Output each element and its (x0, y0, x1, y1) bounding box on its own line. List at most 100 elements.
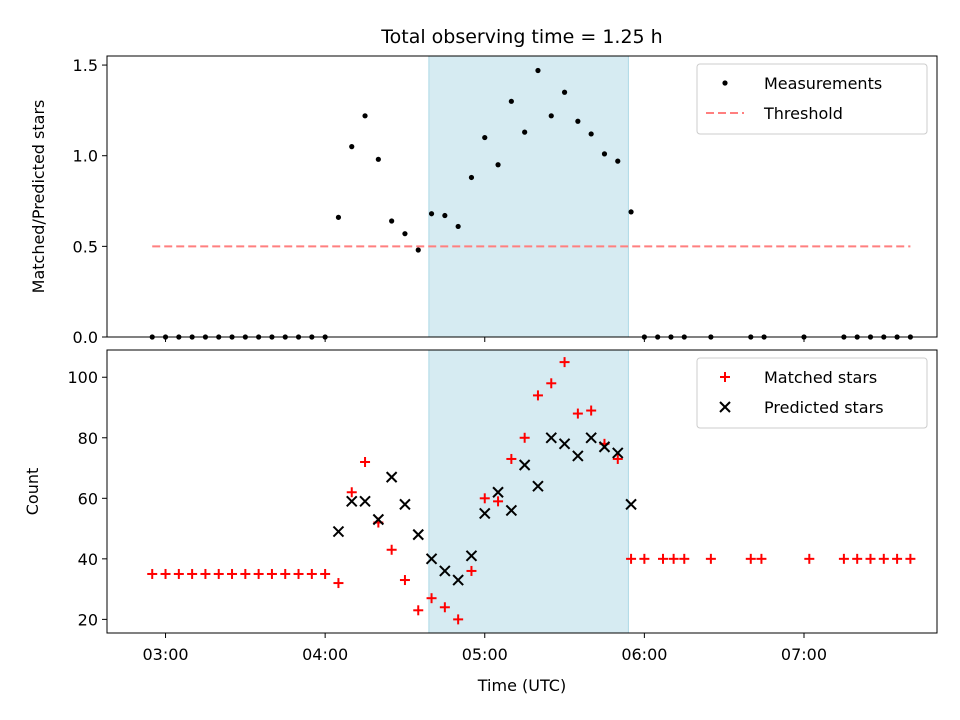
matched-stars-point (905, 553, 916, 564)
measurement-point (482, 134, 488, 141)
y-tick-label: 0.0 (73, 328, 98, 347)
matched-stars-point (705, 553, 716, 564)
matched-stars-point (493, 496, 504, 507)
predicted-stars-point (359, 495, 371, 508)
predicted-stars-point (332, 525, 345, 538)
measurement-point (428, 211, 435, 217)
matched-stars-point (453, 614, 464, 625)
matched-stars-point (519, 432, 530, 443)
matched-stars-point (852, 553, 863, 564)
matched-stars-point (333, 578, 344, 589)
predicted-stars-point (572, 450, 584, 462)
measurement-point (402, 231, 408, 237)
matched-stars-point (804, 553, 815, 564)
matched-stars-point (559, 357, 570, 368)
matched-stars-point (657, 553, 668, 564)
matched-stars-point (892, 553, 903, 564)
legend-marker (719, 401, 731, 413)
predicted-stars-point (399, 498, 411, 511)
matched-stars-point (160, 568, 171, 579)
matched-stars-point (240, 568, 251, 579)
predicted-stars-point (505, 504, 518, 517)
measurement-point (575, 118, 581, 124)
y-tick-label: 80 (78, 429, 98, 448)
legend-box (696, 357, 928, 429)
y-tick-label: 1.5 (73, 56, 98, 75)
legend-label: Matched stars (764, 368, 877, 387)
axes-frame (106, 349, 938, 634)
matched-stars-point (320, 568, 331, 579)
x-axis-label: Time (UTC) (477, 676, 566, 695)
predicted-stars-point (532, 480, 544, 492)
chart-title: Total observing time = 1.25 h (380, 26, 662, 48)
y-tick-label: 1.0 (73, 147, 98, 166)
matched-stars-point (413, 605, 424, 616)
matched-stars-point (253, 568, 264, 579)
matched-stars-point (280, 568, 291, 579)
bottom-panel: 20 40 60 80 100 03:00 04:00 05:00 06:00 07:00 Coun… (23, 349, 938, 695)
x-tick-label: 06:00 (621, 645, 667, 664)
predicted-stars-point (585, 432, 597, 444)
observing-window-band (428, 349, 629, 634)
matched-stars-point (668, 553, 679, 564)
matched-stars-point (200, 568, 211, 579)
matched-stars-point (572, 408, 583, 419)
predicted-stars-point (518, 459, 531, 471)
x-tick-label: 07:00 (781, 645, 827, 664)
predicted-stars-point (612, 447, 624, 459)
matched-stars-point (213, 568, 224, 579)
measurement-point (495, 162, 501, 168)
matched-stars-point (626, 553, 637, 564)
measurement-point (561, 89, 568, 95)
measurement-point (389, 218, 395, 224)
matched-stars-point (745, 553, 756, 564)
top-panel: 0.0 0.5 1.0 1.5 Matched/Predicted stars Total… (29, 26, 938, 347)
matched-stars-point (386, 544, 397, 555)
predicted-stars-point (492, 486, 504, 498)
matched-stars-point (639, 553, 650, 564)
predicted-stars-point (479, 507, 491, 520)
matched-stars-point (506, 453, 517, 464)
matched-stars-point (147, 568, 158, 579)
legend-label: Measurements (764, 74, 882, 93)
y-tick-label: 20 (78, 610, 98, 629)
measurement-point (335, 214, 342, 220)
predicted-stars-point (625, 498, 637, 511)
matched-stars-point (293, 568, 304, 579)
y-axis-label: Matched/Predicted stars (29, 100, 48, 294)
x-tick-label: 04:00 (302, 645, 348, 664)
predicted-stars-point (412, 528, 424, 541)
measurement-point (508, 98, 514, 104)
observing-window-band (428, 55, 629, 338)
measurement-point (455, 223, 461, 230)
predicted-stars-point (346, 495, 358, 508)
legend-marker (722, 80, 728, 86)
measurement-point (628, 209, 634, 215)
predicted-stars-point (425, 553, 438, 565)
matched-stars-point (756, 553, 767, 564)
legend-label: Threshold (763, 104, 843, 123)
matched-stars-point (679, 553, 690, 564)
measurement-point (375, 156, 381, 162)
measurement-point (588, 131, 594, 137)
legend-label: Predicted stars (764, 398, 884, 417)
matched-stars-point (399, 575, 410, 586)
matched-stars-point (546, 378, 557, 389)
axes-frame (106, 55, 938, 338)
y-tick-label: 100 (67, 368, 98, 387)
measurement-point (415, 247, 421, 253)
legend-marker (720, 372, 730, 382)
matched-stars-point (466, 565, 477, 576)
matched-stars-point (838, 553, 849, 564)
matched-stars-point (532, 390, 543, 401)
matched-stars-point (479, 493, 490, 504)
matched-stars-point (439, 602, 450, 613)
matched-stars-point (426, 593, 437, 604)
matched-stars-point (612, 453, 623, 464)
measurement-point (362, 113, 368, 119)
matched-stars-point (586, 405, 597, 416)
measurement-point (522, 129, 528, 135)
predicted-stars-point (465, 550, 478, 562)
y-axis-label: Count (23, 468, 42, 516)
